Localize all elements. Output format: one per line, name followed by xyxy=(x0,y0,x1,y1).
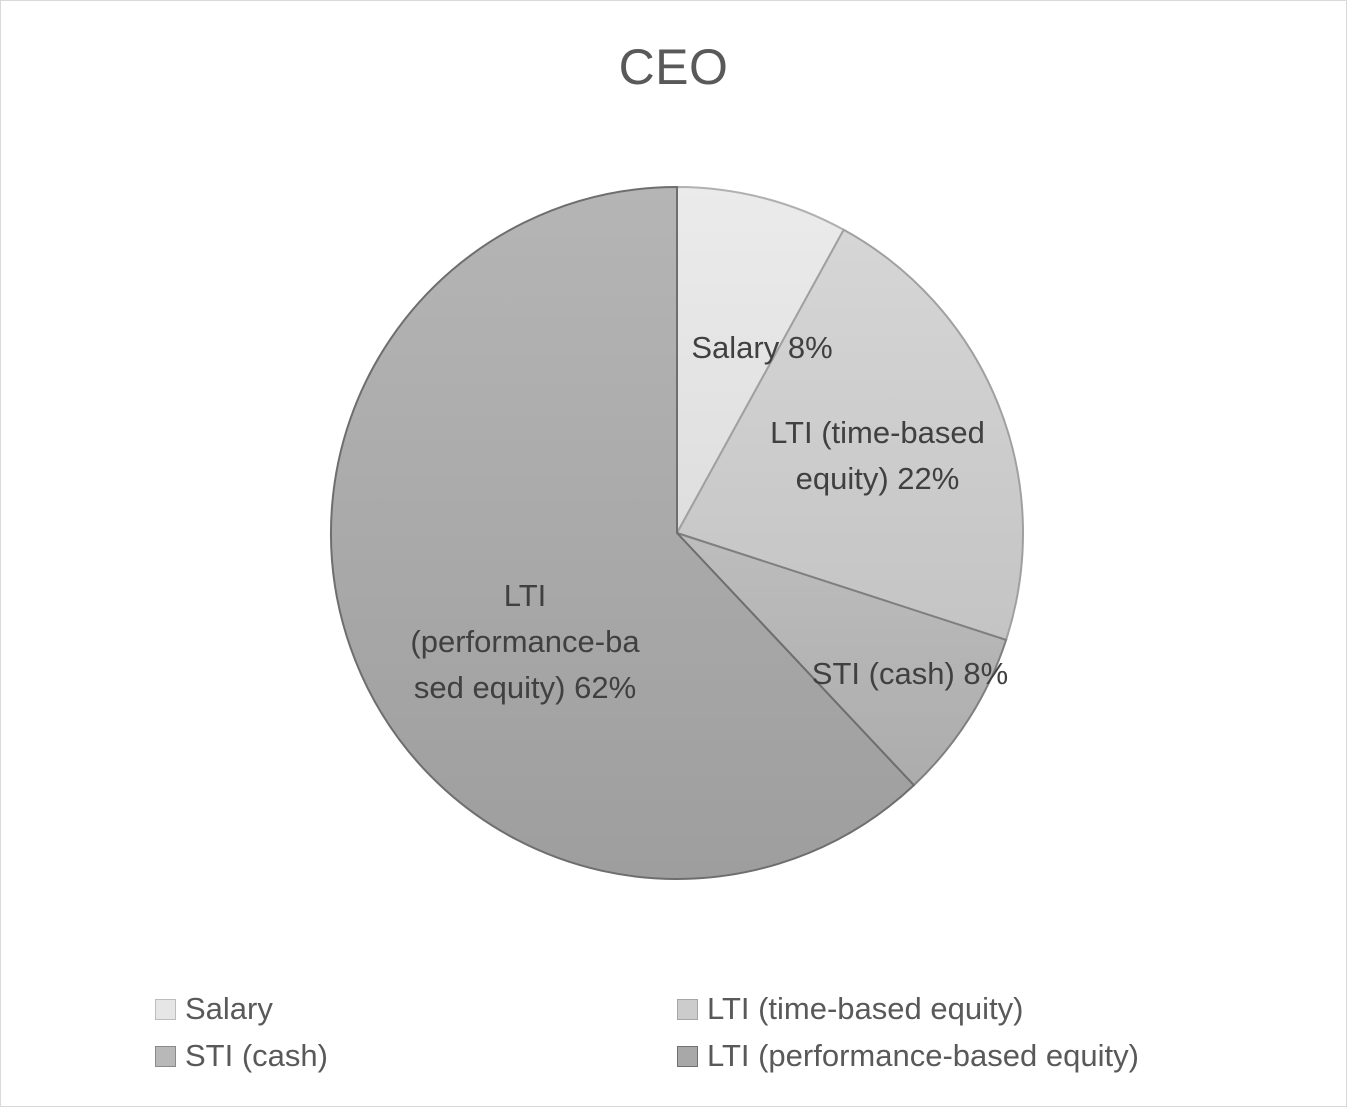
legend-label-lti-performance-based: LTI (performance-based equity) xyxy=(707,1038,1139,1073)
data-label-lti-perf-line3: sed equity) 62% xyxy=(413,670,637,705)
legend-label-lti-time-based: LTI (time-based equity) xyxy=(707,991,1024,1026)
legend-item-lti-time-based: LTI (time-based equity) xyxy=(677,989,1023,1029)
pie-slice-lti-performance-based xyxy=(329,185,916,880)
legend-label-sti-cash: STI (cash) xyxy=(185,1038,328,1073)
data-label-lti-performance-based: LTI (performance-ba sed equity) 62% xyxy=(365,573,685,711)
chart-title: CEO xyxy=(618,39,729,95)
legend-swatch-lti-performance-based xyxy=(677,1045,698,1067)
data-label-lti-time-based: LTI (time-based equity) 22% xyxy=(735,410,1020,502)
pie-slice-sti-cash xyxy=(676,532,1008,787)
pie-slice-salary xyxy=(676,185,846,534)
legend-swatch-salary xyxy=(155,998,176,1020)
pie-slice-lti-time-based xyxy=(675,228,1025,642)
legend-item-sti-cash: STI (cash) xyxy=(155,1036,328,1076)
data-label-salary-text: Salary 8% xyxy=(691,330,833,365)
data-label-sti-cash: STI (cash) 8% xyxy=(795,651,1025,697)
data-label-lti-perf-line1: LTI xyxy=(503,578,547,613)
data-label-lti-time-line1: LTI (time-based xyxy=(770,415,985,450)
legend-swatch-sti-cash xyxy=(155,1045,176,1067)
data-label-lti-time-line2: equity) 22% xyxy=(795,461,960,496)
legend-swatch-lti-time-based xyxy=(677,998,698,1020)
legend-label-salary: Salary xyxy=(185,991,273,1026)
legend-item-salary: Salary xyxy=(155,989,273,1029)
data-label-salary: Salary 8% xyxy=(662,325,862,371)
legend-item-lti-performance-based: LTI (performance-based equity) xyxy=(677,1036,1139,1076)
data-label-lti-perf-line2: (performance-ba xyxy=(410,624,640,659)
data-label-sti-text: STI (cash) 8% xyxy=(811,656,1009,691)
